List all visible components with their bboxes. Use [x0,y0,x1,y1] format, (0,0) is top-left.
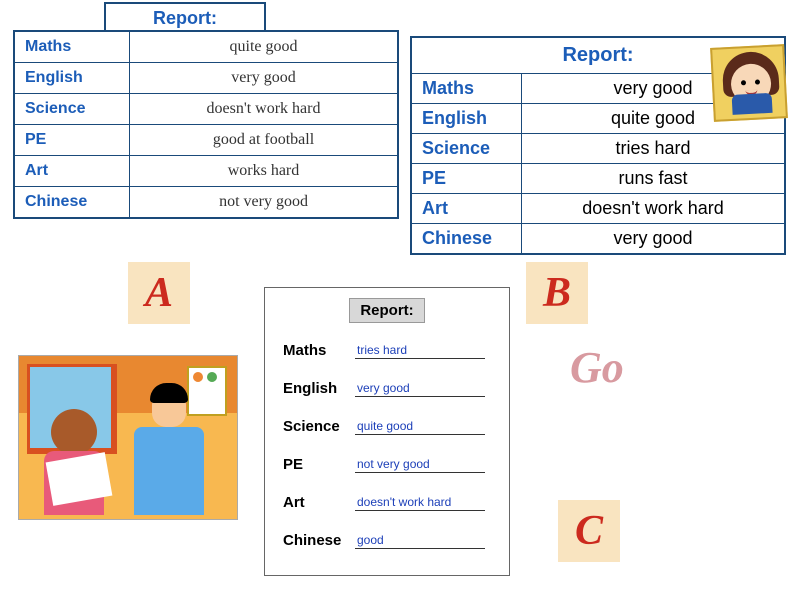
report-c-card: Report: Mathstries hard Englishvery good S… [264,287,510,576]
table-row: PEruns fast [412,164,784,194]
table-row: Artdoesn't work hard [412,194,784,224]
letter-a-box: A [128,262,190,324]
card-row: Sciencequite good [283,409,491,435]
card-subject: Science [283,418,355,435]
card-value: not very good [355,457,485,473]
card-subject: Maths [283,342,355,359]
table-row: Artworks hard [15,156,397,187]
subject-cell: Art [412,194,522,223]
table-row: Chinesevery good [412,224,784,253]
value-cell: quite good [130,32,397,62]
subject-cell: PE [412,164,522,193]
table-row: Englishvery good [15,63,397,94]
card-subject: English [283,380,355,397]
card-subject: Chinese [283,532,355,549]
value-cell: works hard [130,156,397,186]
subject-cell: Maths [412,74,522,103]
subject-cell: Art [15,156,130,186]
card-value: very good [355,381,485,397]
report-c-header: Report: [349,298,424,323]
subject-cell: Chinese [15,187,130,217]
subject-cell: Maths [15,32,130,62]
table-row: Sciencetries hard [412,134,784,164]
card-subject: PE [283,456,355,473]
value-cell: good at football [130,125,397,155]
subject-cell: Science [15,94,130,124]
card-value: good [355,533,485,549]
classroom-illustration [18,355,238,520]
value-cell: not very good [130,187,397,217]
report-a-table: Mathsquite goodEnglishvery goodSciencedo… [13,30,399,219]
letter-c-box: C [558,500,620,562]
student-avatar [710,44,788,122]
card-row: Chinesegood [283,523,491,549]
value-cell: very good [130,63,397,93]
card-value: quite good [355,419,485,435]
value-cell: doesn't work hard [522,194,784,223]
subject-cell: PE [15,125,130,155]
card-value: tries hard [355,343,485,359]
value-cell: runs fast [522,164,784,193]
table-row: Mathsquite good [15,32,397,63]
subject-cell: English [412,104,522,133]
table-row: Sciencedoesn't work hard [15,94,397,125]
table-row: Chinesenot very good [15,187,397,217]
subject-cell: Science [412,134,522,163]
value-cell: tries hard [522,134,784,163]
letter-b-box: B [526,262,588,324]
subject-cell: English [15,63,130,93]
card-row: Mathstries hard [283,333,491,359]
table-row: PEgood at football [15,125,397,156]
value-cell: very good [522,224,784,253]
card-row: Englishvery good [283,371,491,397]
card-row: Artdoesn't work hard [283,485,491,511]
go-label: Go [570,342,624,393]
card-subject: Art [283,494,355,511]
card-row: PEnot very good [283,447,491,473]
card-value: doesn't work hard [355,495,485,511]
subject-cell: Chinese [412,224,522,253]
value-cell: doesn't work hard [130,94,397,124]
